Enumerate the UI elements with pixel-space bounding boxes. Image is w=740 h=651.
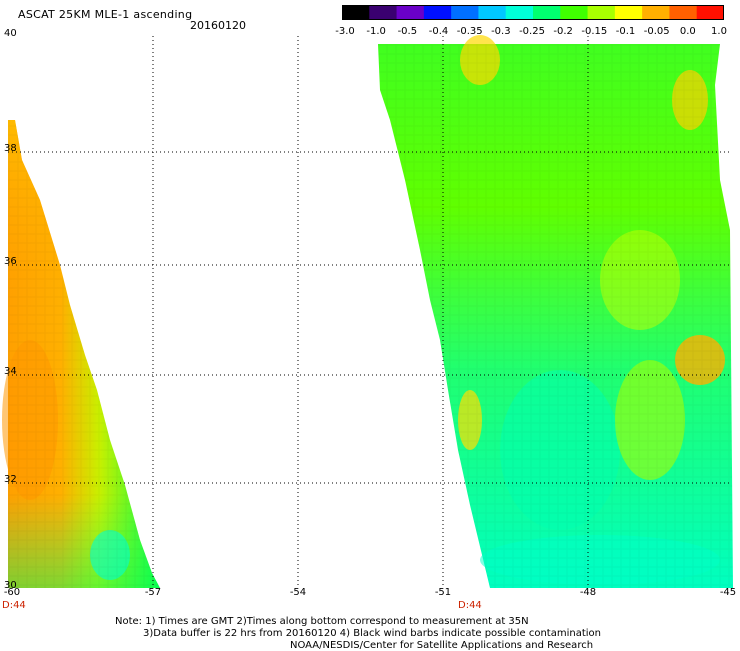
colorbar-swatch (451, 5, 479, 20)
colorbar-swatch (505, 5, 534, 20)
colorbar-tick-label: -0.4 (428, 26, 449, 37)
colorbar-tick-label: -0.15 (581, 26, 608, 37)
lon-label-m54: -54 (289, 587, 307, 598)
colorbar-swatch (533, 5, 561, 20)
lat-label-32: 32 (4, 474, 17, 485)
colorbar-swatch (423, 5, 452, 20)
colorbar-swatch (642, 5, 670, 20)
time-label-left: D:44 (2, 600, 26, 611)
colorbar-tick-label: 1.0 (711, 26, 727, 37)
colorbar-swatch (669, 5, 698, 20)
map-title: ASCAT 25KM MLE-1 ascending (18, 8, 193, 21)
colorbar-tick-label: -0.1 (615, 26, 636, 37)
lat-label-38: 38 (4, 143, 17, 154)
colorbar-tick-label: -0.3 (491, 26, 511, 37)
colorbar-swatch (369, 5, 398, 20)
colorbar-swatch (696, 5, 724, 20)
colorbar-tick-label: -1.0 (366, 26, 386, 37)
colorbar-swatch (614, 5, 643, 20)
colorbar-tick-label: 0.0 (679, 26, 696, 37)
colorbar-tick-label: -3.0 (335, 26, 355, 37)
colorbar-tick-label: -0.5 (397, 26, 418, 37)
time-label-right: D:44 (458, 600, 482, 611)
lon-label-m57: -57 (144, 587, 162, 598)
lon-label-m48: -48 (579, 587, 597, 598)
colorbar-tick-label: -0.2 (553, 26, 573, 37)
lon-label-m60: -60 (3, 587, 21, 598)
colorbar-border (342, 5, 724, 20)
footer-note-1: Note: 1) Times are GMT 2)Times along bot… (115, 616, 529, 627)
colorbar-swatch (478, 5, 507, 20)
left-swath (2, 120, 160, 588)
colorbar-tick-label: -0.25 (519, 26, 545, 37)
colorbar-swatch (396, 5, 425, 20)
lat-label-34: 34 (4, 366, 17, 377)
footer-credit: NOAA/NESDIS/Center for Satellite Applica… (290, 640, 594, 651)
colorbar-tick-label: -0.35 (456, 26, 483, 37)
colorbar (342, 5, 724, 20)
lat-label-40: 40 (4, 28, 17, 39)
colorbar-tick-label: -0.05 (643, 26, 670, 37)
lat-label-36: 36 (4, 256, 17, 267)
footer-note-2: 3)Data buffer is 22 hrs from 20160120 4)… (143, 628, 601, 639)
lon-label-m45: -45 (719, 587, 737, 598)
colorbar-swatch (587, 5, 616, 20)
colorbar-swatch (342, 5, 370, 20)
graticule (8, 36, 732, 588)
colorbar-swatch (560, 5, 589, 20)
lat-label-30: 30 (4, 580, 17, 591)
map-date: 20160120 (190, 19, 246, 32)
lon-label-m51: -51 (434, 587, 452, 598)
right-swath (378, 35, 733, 588)
